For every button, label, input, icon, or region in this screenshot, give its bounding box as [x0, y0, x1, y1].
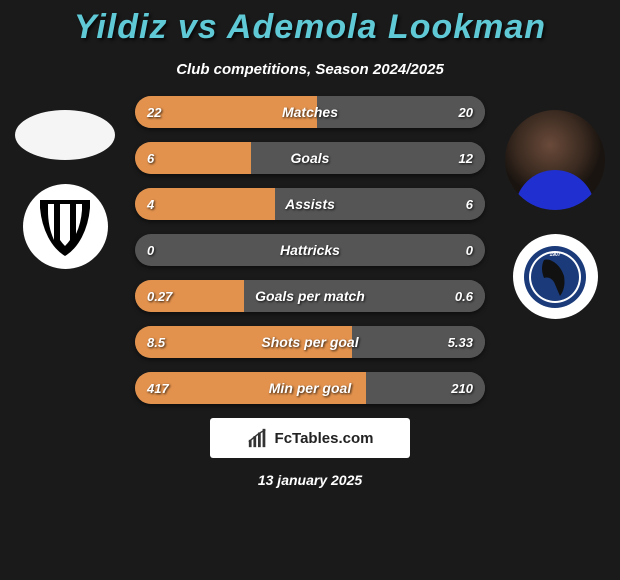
svg-text:1907: 1907 [549, 252, 560, 258]
stat-row: 0.27 0.6 Goals per match [135, 280, 485, 312]
stat-row: 417 210 Min per goal [135, 372, 485, 404]
stat-value-left: 4 [147, 197, 154, 212]
stat-value-right: 12 [459, 151, 473, 166]
stat-value-left: 0.27 [147, 289, 172, 304]
stat-label: Matches [282, 104, 338, 120]
stat-label: Min per goal [269, 380, 351, 396]
stat-value-right: 5.33 [448, 335, 473, 350]
club-left-logo [23, 184, 108, 269]
stat-value-left: 8.5 [147, 335, 165, 350]
stats-table: 2220Matches612Goals46Assists00Hattricks0… [135, 96, 485, 404]
stat-row: 4 6 Assists [135, 188, 485, 220]
player-left-avatar [15, 110, 115, 160]
stat-value-right: 0 [466, 243, 473, 258]
stat-row: 22 20 Matches [135, 96, 485, 128]
stat-row: 0 0 Hattricks [135, 234, 485, 266]
stat-label: Assists [285, 196, 335, 212]
juventus-icon [30, 192, 100, 262]
right-player-column: 1907 [500, 110, 610, 319]
stat-value-right: 20 [459, 105, 473, 120]
stat-label: Goals per match [255, 288, 365, 304]
stat-label: Hattricks [280, 242, 340, 258]
stat-value-right: 6 [466, 197, 473, 212]
stat-value-left: 417 [147, 381, 169, 396]
stat-fill-right [251, 142, 486, 174]
footer-date: 13 january 2025 [0, 472, 620, 488]
stat-value-left: 22 [147, 105, 161, 120]
stat-label: Shots per goal [261, 334, 358, 350]
stat-value-left: 6 [147, 151, 154, 166]
page-title: Yildiz vs Ademola Lookman [0, 0, 620, 47]
stat-value-left: 0 [147, 243, 154, 258]
chart-icon [247, 427, 269, 449]
club-right-logo: 1907 [513, 234, 598, 319]
subtitle: Club competitions, Season 2024/2025 [0, 61, 620, 78]
stat-value-right: 0.6 [455, 289, 473, 304]
player-right-avatar [505, 110, 605, 210]
stat-row: 6 12 Goals [135, 142, 485, 174]
left-player-column [10, 110, 120, 269]
atalanta-icon: 1907 [522, 244, 588, 310]
brand-label: FcTables.com [275, 430, 374, 447]
stat-row: 8.5 5.33 Shots per goal [135, 326, 485, 358]
brand-badge: FcTables.com [210, 418, 410, 458]
stat-value-right: 210 [451, 381, 473, 396]
stat-label: Goals [291, 150, 330, 166]
stat-fill-left [135, 188, 275, 220]
